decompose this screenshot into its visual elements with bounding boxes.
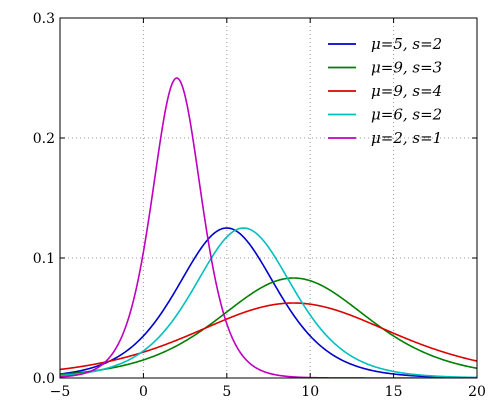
x-tick-label: 5	[222, 384, 231, 400]
grid	[60, 18, 477, 378]
plot-lines	[60, 77, 477, 378]
legend-item: μ=2, s=1	[328, 129, 442, 147]
legend-item: μ=5, s=2	[328, 35, 442, 53]
series-line-3	[60, 302, 477, 371]
legend-label: μ=5, s=2	[371, 35, 442, 53]
y-tick-label: 0.1	[33, 251, 55, 267]
legend: μ=5, s=2 μ=9, s=3 μ=9, s=4 μ=6, s=2 μ=2, s=1	[328, 35, 442, 147]
legend-label: μ=2, s=1	[371, 129, 442, 147]
y-tick-label: 0.3	[33, 11, 55, 27]
series-line-1	[60, 227, 477, 378]
axis-ticks	[59, 17, 478, 379]
legend-label: μ=9, s=3	[371, 59, 442, 77]
legend-item: μ=9, s=4	[328, 82, 442, 100]
y-tick-label: 0.2	[33, 131, 55, 147]
plot-frame	[59, 17, 478, 379]
legend-item: μ=9, s=3	[328, 59, 442, 77]
x-tick-labels: −5 0 5 10 15 20	[50, 384, 486, 400]
x-tick-label: 20	[468, 384, 486, 400]
legend-label: μ=9, s=4	[371, 82, 442, 100]
series-line-4	[60, 227, 477, 378]
series-line-2	[60, 277, 477, 376]
x-tick-label: 0	[139, 384, 148, 400]
y-tick-label: 0.0	[33, 371, 55, 387]
legend-item: μ=6, s=2	[328, 106, 442, 124]
y-tick-labels: 0.0 0.1 0.2 0.3	[33, 11, 55, 387]
x-tick-label: 15	[385, 384, 403, 400]
legend-label: μ=6, s=2	[371, 106, 442, 124]
series-line-5	[60, 77, 477, 378]
x-tick-label: −5	[50, 384, 71, 400]
x-tick-label: 10	[301, 384, 319, 400]
